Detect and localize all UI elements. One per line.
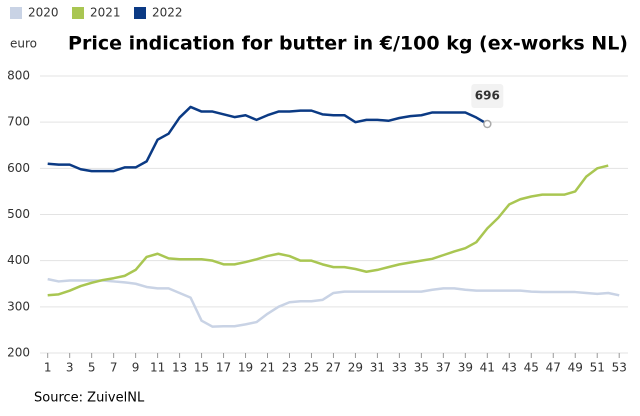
legend-label: 2022	[152, 6, 183, 20]
x-tick-label: 5	[88, 361, 96, 375]
x-tick-label: 23	[282, 361, 297, 375]
x-tick-label: 35	[414, 361, 429, 375]
y-tick-label: 700	[7, 115, 30, 129]
legend-swatch	[72, 7, 84, 19]
chart-title: Price indication for butter in €/100 kg …	[68, 33, 628, 55]
x-tick-label: 45	[524, 361, 539, 375]
x-tick-label: 19	[238, 361, 253, 375]
legend-label: 2020	[28, 6, 59, 20]
x-tick-label: 31	[370, 361, 385, 375]
y-tick-label: 200	[7, 346, 30, 360]
x-tick-label: 37	[436, 361, 451, 375]
x-tick-label: 17	[216, 361, 231, 375]
source: Source: ZuivelNL	[34, 391, 145, 406]
line-series	[47, 277, 620, 328]
x-tick-label: 7	[110, 361, 118, 375]
point-marker	[483, 119, 492, 129]
x-tick-label: 13	[172, 361, 187, 375]
x-tick-label: 51	[590, 361, 605, 375]
x-tick-label: 33	[392, 361, 407, 375]
x-tick-label: 1	[44, 361, 52, 375]
legend-swatch	[10, 7, 22, 19]
y-tick-label: 800	[7, 69, 30, 83]
x-tick-label: 29	[348, 361, 363, 375]
x-tick-label: 49	[568, 361, 583, 375]
y-tick-label: 400	[7, 253, 30, 267]
label-box	[471, 84, 504, 109]
x-tick-label: 53	[612, 361, 627, 375]
x-tick-label: 25	[304, 361, 319, 375]
x-tick-label: 11	[150, 361, 165, 375]
x-tick-label: 9	[132, 361, 140, 375]
x-tick-label: 41	[480, 361, 495, 375]
legend-label: 2021	[90, 6, 121, 20]
x-tick-label: 47	[546, 361, 561, 375]
x-tick-label: 21	[260, 361, 275, 375]
x-tick-label: 3	[66, 361, 74, 375]
x-tick-label: 27	[326, 361, 341, 375]
line-series	[47, 105, 488, 173]
x-tick-label: 15	[194, 361, 209, 375]
line-series	[47, 164, 609, 297]
x-tick-label: 43	[502, 361, 517, 375]
y-tick-label: 600	[7, 161, 30, 175]
data-label: 696	[475, 89, 500, 103]
legend-swatch	[134, 7, 146, 19]
y-tick-label: 500	[7, 207, 30, 221]
x-tick-label: 39	[458, 361, 473, 375]
y-tick-label: 300	[7, 299, 30, 313]
y-axis-label: euro	[10, 37, 37, 51]
